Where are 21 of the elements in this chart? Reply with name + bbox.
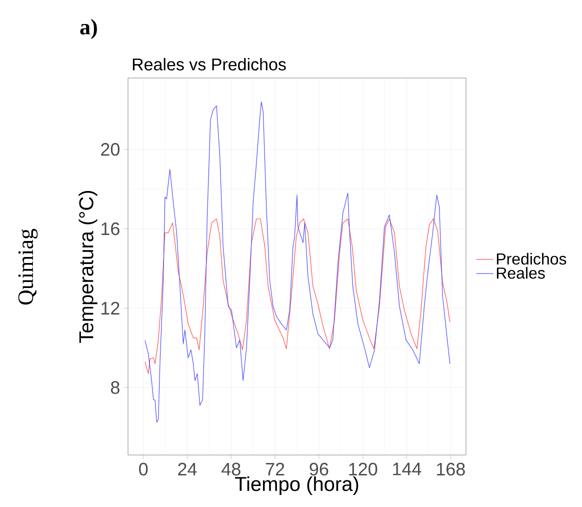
x-tick-label: 96 [310, 462, 328, 476]
x-tick-label: 120 [349, 462, 378, 476]
y-tick-label: 16 [102, 222, 120, 236]
x-tick-label: 0 [139, 462, 148, 476]
y-tick-label: 8 [110, 381, 120, 394]
x-tick-label: 144 [393, 462, 422, 476]
y-tick-label: 20 [101, 143, 120, 156]
x-tick-label: 48 [222, 462, 240, 476]
line-series [144, 102, 450, 423]
x-tick-label: 72 [266, 462, 284, 476]
chart-title: Reales vs Predichos [132, 58, 286, 70]
text: a) [80, 19, 97, 39]
x-tick-label: 168 [436, 462, 465, 476]
text: Quimiag [18, 228, 38, 305]
legend-label: Predichos [496, 252, 566, 265]
line-series [144, 218, 450, 374]
x-axis-title: Tiempo (hora) [235, 476, 358, 496]
legend-label: Reales [496, 267, 545, 279]
y-axis-title: Temperatura (°C) [78, 190, 98, 343]
y-tick-label: 12 [102, 302, 120, 314]
x-tick-label: 24 [178, 462, 197, 476]
